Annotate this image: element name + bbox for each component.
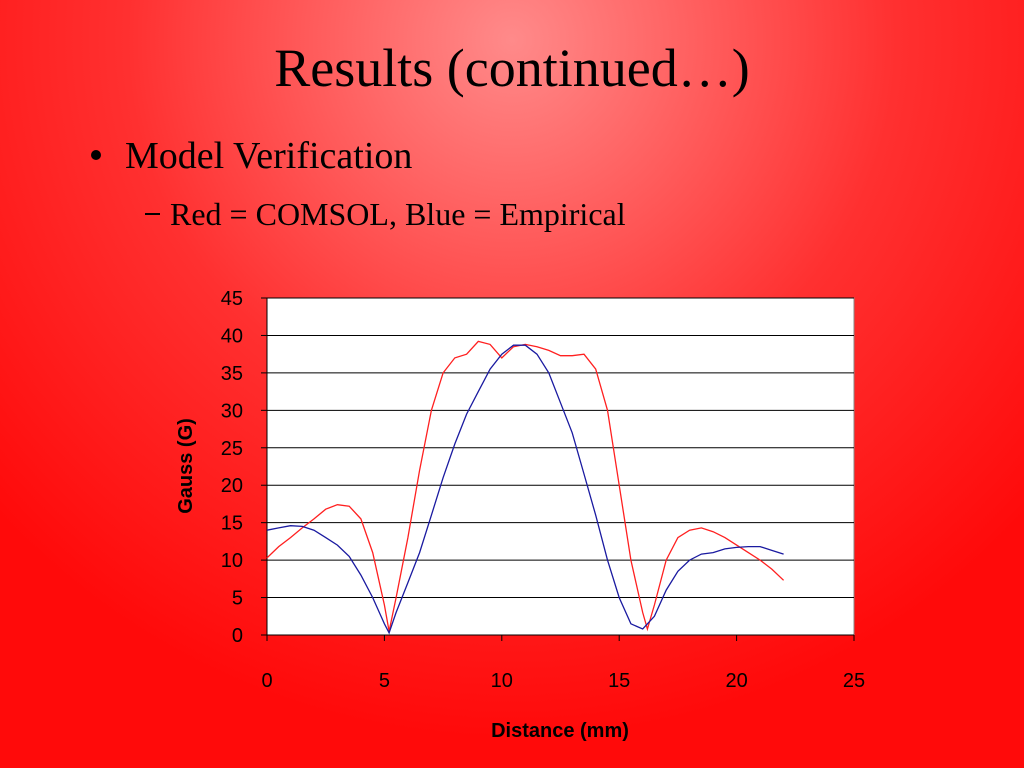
x-axis-label: Distance (mm) <box>491 720 629 742</box>
x-tick-label: 25 <box>843 670 865 692</box>
y-tick-label: 10 <box>221 550 243 572</box>
x-tick-label: 15 <box>608 670 630 692</box>
plot: 0 5 10 15 20 25 30 35 40 45 0 5 10 15 20 25 <box>221 288 865 692</box>
x-tick-label: 20 <box>725 670 747 692</box>
x-tick-label: 5 <box>379 670 390 692</box>
series-line <box>266 340 785 632</box>
y-tick-label: 40 <box>221 325 243 347</box>
y-tick-label: 20 <box>221 475 243 497</box>
slide-title: Results (continued…) <box>274 38 749 98</box>
y-tick-label: 5 <box>232 588 243 610</box>
y-tick-label: 30 <box>221 400 243 422</box>
series-line <box>266 344 784 635</box>
bullet-dot <box>91 150 101 160</box>
y-tick-label: 0 <box>232 625 243 647</box>
x-tick-label: 10 <box>491 670 513 692</box>
plot-area <box>266 297 855 636</box>
y-tick-label: 35 <box>221 363 243 385</box>
y-tick-label: 45 <box>221 288 243 310</box>
x-tick-label: 0 <box>261 670 272 692</box>
y-axis-label: Gauss (G) <box>175 418 197 514</box>
bullet-text: Model Verification <box>125 135 412 177</box>
sub-bullet-text: Red = COMSOL, Blue = Empirical <box>170 196 626 232</box>
y-tick-label: 15 <box>221 513 243 535</box>
y-tick-label: 25 <box>221 438 243 460</box>
